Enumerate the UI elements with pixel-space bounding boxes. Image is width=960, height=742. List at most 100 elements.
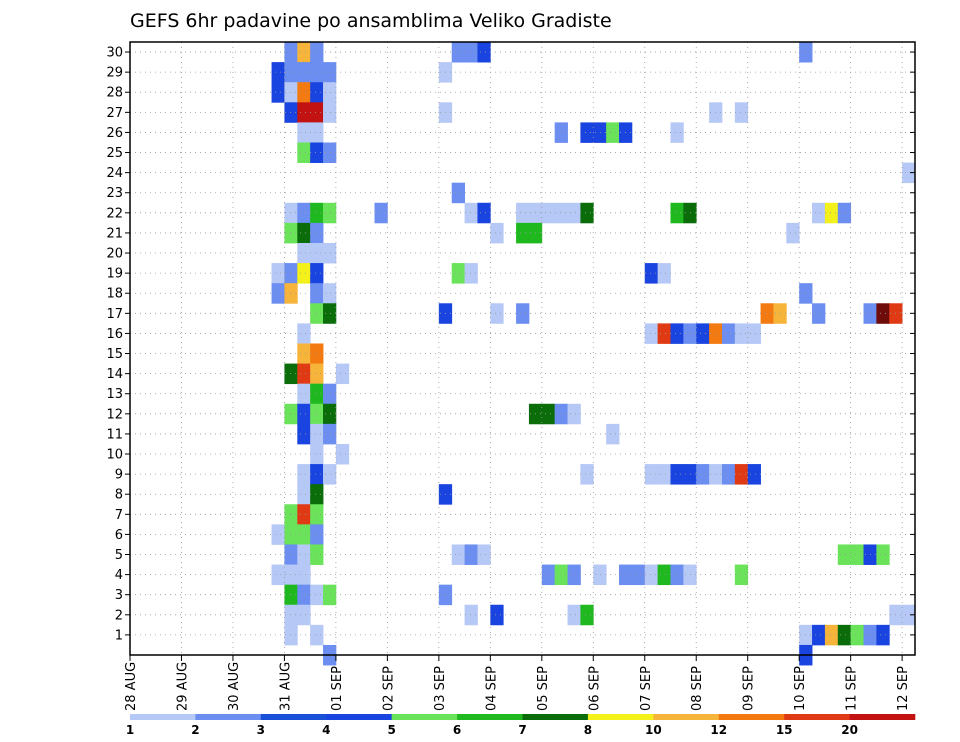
heatmap-cell [297, 263, 311, 284]
heatmap-cell [323, 584, 337, 606]
colorbar-tick-label: 10 [645, 723, 662, 737]
heatmap-cell [284, 604, 298, 626]
y-tick-label: 28 [106, 86, 123, 101]
heatmap-cell [580, 202, 594, 224]
heatmap-cell [297, 423, 311, 445]
heatmap-cell [284, 82, 298, 103]
x-tick-label: 02 SEP [381, 666, 396, 711]
heatmap-cell [310, 383, 324, 405]
heatmap-cell [310, 42, 324, 63]
heatmap-cell [310, 343, 324, 364]
heatmap-cell [310, 464, 324, 485]
heatmap-cell [567, 564, 581, 586]
heatmap-cell [734, 564, 749, 586]
colorbar-segment [130, 714, 196, 720]
heatmap-cell [580, 122, 594, 143]
heatmap-cell [310, 82, 324, 103]
y-tick-label: 15 [106, 347, 123, 362]
heatmap-cell [297, 222, 311, 244]
heatmap-cell [451, 42, 465, 63]
x-tick-label: 31 AUG [278, 662, 293, 711]
heatmap-cell [323, 303, 337, 324]
y-tick-label: 10 [106, 448, 123, 463]
heatmap-cell [580, 464, 594, 485]
heatmap-cell [464, 544, 478, 565]
heatmap-cell [747, 464, 761, 485]
heatmap-cell [812, 624, 826, 646]
heatmap-cell [297, 363, 311, 385]
heatmap-cell [451, 182, 465, 204]
x-tick-label: 11 SEP [845, 666, 860, 711]
heatmap-cell [310, 584, 324, 606]
colorbar-segment [260, 714, 327, 720]
heatmap-cell [477, 202, 491, 224]
heatmap-cell [310, 423, 324, 445]
y-tick-label: 12 [106, 407, 123, 422]
x-tick-label: 08 SEP [690, 666, 705, 711]
heatmap-cell [271, 283, 285, 304]
heatmap-cell [567, 202, 581, 224]
heatmap-cell [310, 222, 324, 244]
y-tick-label: 22 [106, 206, 123, 221]
x-tick-label: 06 SEP [587, 666, 602, 711]
colorbar-tick-label: 12 [710, 723, 727, 737]
heatmap-cell [271, 263, 285, 284]
heatmap-cell [644, 323, 659, 344]
heatmap-cell [670, 122, 684, 143]
heatmap-cell [310, 102, 324, 123]
heatmap-cell [734, 102, 749, 123]
x-tick-label: 10 SEP [793, 666, 808, 711]
heatmap-cell [683, 323, 697, 344]
colorbar-tick-label: 5 [387, 723, 395, 737]
y-tick-label: 30 [106, 46, 123, 61]
heatmap-cell [271, 62, 285, 83]
heatmap-cell [297, 604, 311, 626]
heatmap-cell [284, 62, 298, 83]
heatmap-cell [464, 604, 478, 626]
heatmap-cell [657, 564, 671, 586]
heatmap-cell [297, 383, 311, 405]
heatmap-cell [284, 222, 298, 244]
heatmap-cell [297, 122, 311, 143]
heatmap-cell [310, 283, 324, 304]
heatmap-cell [567, 403, 581, 425]
colorbar-tick-label: 6 [453, 723, 461, 737]
heatmap-cell [451, 263, 465, 284]
y-axis-ticks: 1234567891011121314151617181920212223242… [106, 46, 915, 643]
heatmap-cell [323, 464, 337, 485]
x-tick-label: 04 SEP [484, 666, 499, 711]
heatmap-cell [683, 564, 697, 586]
colorbar-tick-label: 1 [126, 723, 134, 737]
x-tick-label: 29 AUG [175, 662, 190, 711]
heatmap-cell [310, 443, 324, 465]
heatmap-cell [297, 544, 311, 565]
heatmap-cell [297, 62, 311, 83]
heatmap-cell [644, 263, 659, 284]
y-tick-label: 19 [106, 267, 123, 282]
heatmap-cell [284, 584, 298, 606]
heatmap-cell [567, 604, 581, 626]
x-tick-label: 12 SEP [896, 666, 911, 711]
heatmap-cell [541, 202, 556, 224]
heatmap-cell [747, 323, 761, 344]
heatmap-cell [323, 283, 337, 304]
heatmap-cell [297, 102, 311, 123]
y-tick-label: 8 [115, 488, 123, 503]
chart-title: GEFS 6hr padavine po ansamblima Veliko G… [130, 10, 612, 32]
y-tick-label: 24 [106, 166, 123, 181]
heatmap-cell [606, 122, 620, 143]
heatmap-cell [876, 303, 890, 324]
heatmap-cell [593, 564, 607, 586]
y-tick-label: 6 [115, 528, 123, 543]
heatmap-cell [323, 82, 337, 103]
plot-frame [129, 41, 916, 656]
y-tick-label: 29 [106, 66, 123, 81]
y-tick-label: 16 [106, 327, 123, 342]
colorbar-tick-label: 2 [191, 723, 199, 737]
heatmap-cell [297, 564, 311, 586]
heatmap-cell [760, 303, 774, 324]
heatmap-cell [323, 142, 337, 163]
heatmap-cell [323, 403, 337, 425]
heatmap-cell [310, 122, 324, 143]
heatmap-cell [541, 403, 556, 425]
